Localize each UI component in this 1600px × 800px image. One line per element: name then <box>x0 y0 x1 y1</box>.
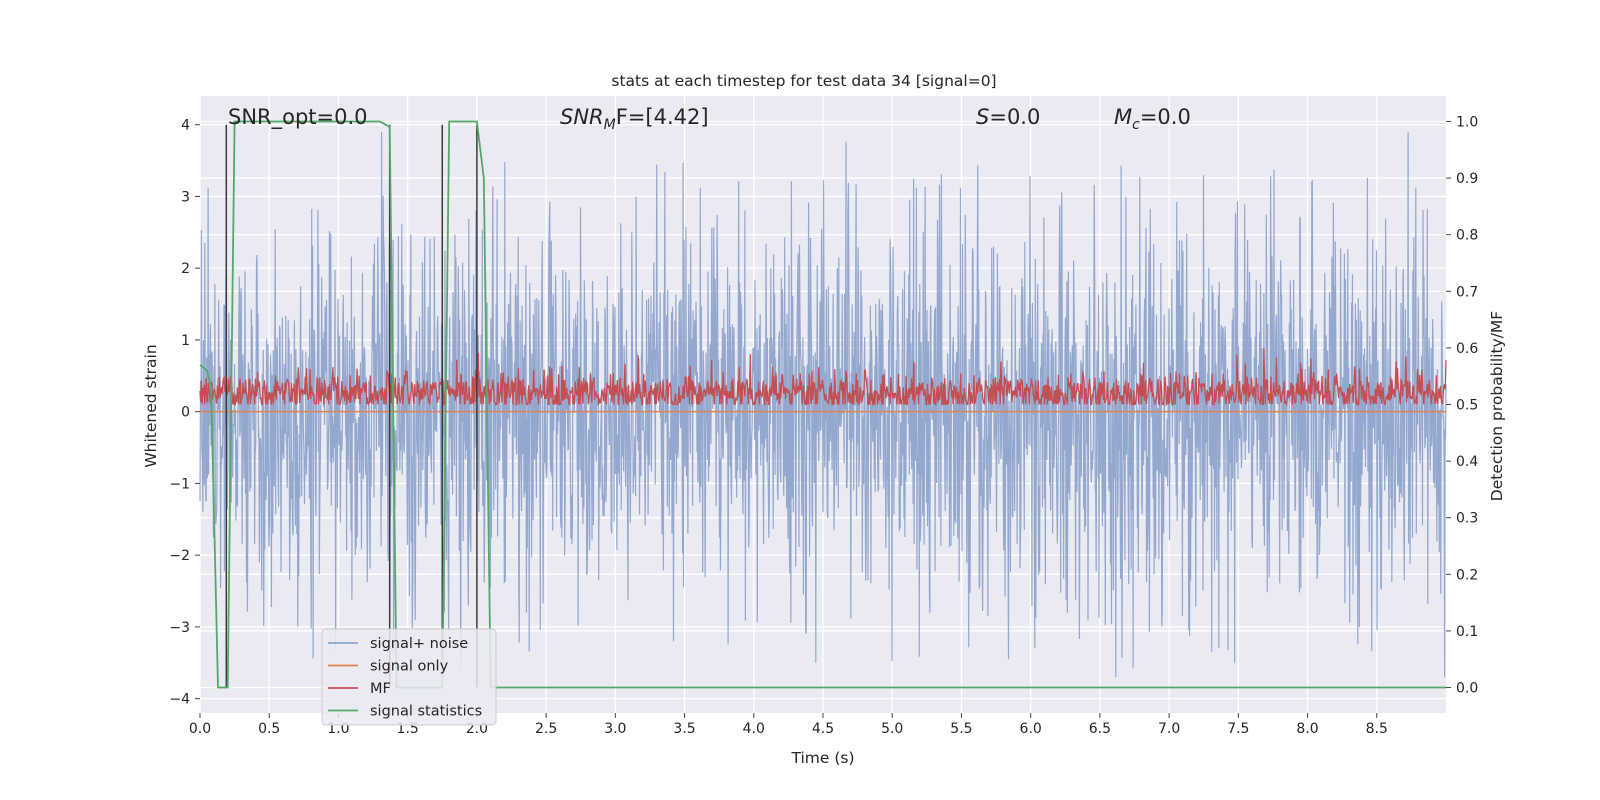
s-name: S <box>976 105 989 129</box>
snr-opt-annotation: SNR_opt=0.0 <box>228 105 368 130</box>
x-tick-label: 5.0 <box>881 721 903 737</box>
legend-label: signal only <box>370 659 449 675</box>
snr-mf-subscript: M <box>604 117 616 133</box>
y-right-tick-label: 0.5 <box>1456 398 1478 414</box>
y-left-tick-label: −1 <box>169 476 190 492</box>
detection-markers <box>225 124 478 688</box>
s-annotation: S=0.0 <box>976 105 1040 129</box>
legend-box <box>321 628 497 726</box>
x-tick-label: 0.5 <box>258 721 280 737</box>
y-right-tick-label: 0.2 <box>1456 567 1478 583</box>
chart-title: stats at each timestep for test data 34 … <box>611 72 996 90</box>
x-tick-label: 6.0 <box>1020 721 1042 737</box>
mc-annotation: Mc=0.0 <box>1114 105 1191 133</box>
x-tick-label: 8.0 <box>1296 721 1318 737</box>
x-tick-label: 3.5 <box>673 721 695 737</box>
x-tick-label: 5.5 <box>950 721 972 737</box>
s-value: =0.0 <box>989 105 1040 129</box>
x-axis-label: Time (s) <box>790 749 854 767</box>
y-right-tick-label: 0.8 <box>1456 228 1478 244</box>
y-right-tick-label: 0.9 <box>1456 171 1478 187</box>
mc-value: =0.0 <box>1140 105 1191 129</box>
legend-label: MF <box>370 681 391 697</box>
x-tick-label: 3.0 <box>604 721 626 737</box>
signal-statistics-series <box>199 120 1446 689</box>
mf-series <box>199 347 1447 407</box>
y-left-tick-label: 1 <box>181 333 190 349</box>
x-tick-label: 7.5 <box>1227 721 1249 737</box>
x-tick-label: 2.5 <box>535 721 557 737</box>
y-right-tick-label: 0.4 <box>1456 454 1478 470</box>
mc-name: M <box>1114 105 1132 129</box>
y-left-tick-label: −4 <box>169 692 190 708</box>
x-tick-label: 4.5 <box>812 721 834 737</box>
x-tick-label: 8.5 <box>1366 721 1388 737</box>
signal-statistics-line <box>199 120 1446 689</box>
y-axis-label-left: Whitened strain <box>142 344 160 467</box>
y-left-tick-label: 4 <box>181 118 190 134</box>
y-right-tick-label: 0.3 <box>1456 511 1478 527</box>
annotations: SNR_opt=0.0 SNRMF=[4.42] S=0.0 Mc=0.0 <box>228 105 1191 133</box>
x-tick-label: 0.0 <box>189 721 211 737</box>
y-right-tick-label: 0.6 <box>1456 341 1478 357</box>
mf-line <box>199 347 1447 407</box>
y-axis-label-right: Detection probability/MF <box>1488 311 1506 502</box>
snr-mf-suffix: F=[4.42] <box>616 105 709 129</box>
snr-mf-annotation: SNRMF=[4.42] <box>560 105 709 133</box>
y-right-tick-label: 0.0 <box>1456 681 1478 697</box>
y-left-tick-label: −2 <box>169 548 190 564</box>
x-tick-label: 4.0 <box>743 721 765 737</box>
x-tick-label: 6.5 <box>1089 721 1111 737</box>
mc-subscript: c <box>1132 117 1140 133</box>
legend-label: signal statistics <box>370 704 482 720</box>
snr-mf-prefix: SNR <box>560 105 604 129</box>
x-tick-label: 7.0 <box>1158 721 1180 737</box>
y-left-tick-label: 2 <box>181 261 190 277</box>
legend: signal+ noise signal only MF signal statist… <box>321 628 497 726</box>
y-left-tick-label: 3 <box>181 189 190 205</box>
y-right-tick-label: 0.1 <box>1456 624 1478 640</box>
y-left-tick-label: −3 <box>169 620 190 636</box>
y-right-tick-label: 1.0 <box>1456 114 1478 130</box>
legend-label: signal+ noise <box>370 636 468 652</box>
y-left-tick-label: 0 <box>181 405 190 421</box>
axes: 0.0 0.5 1.0 1.5 2.0 2.5 3.0 3.5 4.0 4.5 5.0 5.5 6.0 6… <box>169 114 1478 737</box>
y-right-tick-label: 0.7 <box>1456 284 1478 300</box>
